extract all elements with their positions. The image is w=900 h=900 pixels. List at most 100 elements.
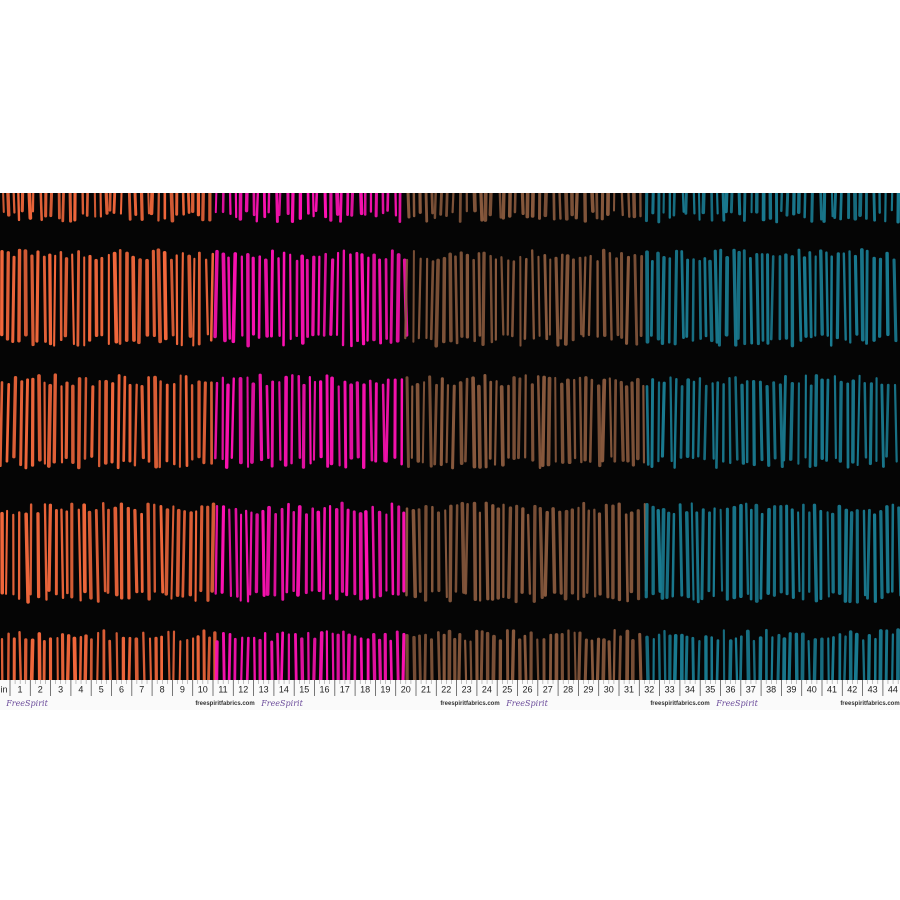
stroke bbox=[275, 193, 279, 223]
stroke bbox=[157, 193, 160, 222]
stroke bbox=[600, 193, 605, 221]
stroke bbox=[278, 381, 282, 461]
stroke bbox=[30, 254, 35, 347]
stroke bbox=[147, 193, 150, 215]
ruler-number: 43 bbox=[868, 684, 878, 694]
stroke bbox=[359, 637, 364, 680]
logo: FreeSpirit bbox=[505, 699, 548, 708]
stroke bbox=[374, 382, 378, 463]
stroke bbox=[752, 639, 756, 680]
stroke bbox=[0, 381, 4, 467]
stroke bbox=[77, 377, 82, 470]
website-label: freespiritfabrics.com bbox=[440, 701, 499, 707]
stroke bbox=[713, 249, 719, 344]
stroke bbox=[578, 256, 583, 336]
stroke bbox=[153, 503, 157, 593]
stroke bbox=[76, 250, 81, 347]
stroke bbox=[307, 631, 310, 680]
stroke bbox=[868, 382, 873, 466]
stroke bbox=[325, 374, 330, 468]
stroke bbox=[701, 193, 706, 215]
ruler-number: 13 bbox=[259, 684, 269, 694]
stroke bbox=[425, 257, 429, 340]
ruler-number: 23 bbox=[462, 684, 472, 694]
stroke bbox=[81, 193, 85, 215]
ruler-unit: in bbox=[0, 684, 7, 694]
ruler-number: 24 bbox=[482, 684, 492, 694]
stroke bbox=[108, 639, 112, 680]
stroke bbox=[265, 384, 270, 460]
stroke bbox=[523, 634, 528, 680]
stroke bbox=[537, 255, 541, 337]
stroke bbox=[418, 634, 422, 680]
stroke bbox=[472, 258, 476, 343]
stroke bbox=[65, 510, 69, 595]
stroke bbox=[364, 510, 369, 600]
stroke bbox=[149, 193, 154, 216]
stroke bbox=[221, 193, 225, 214]
stroke bbox=[7, 632, 10, 680]
stroke bbox=[390, 502, 395, 596]
stroke bbox=[703, 257, 708, 338]
stroke bbox=[24, 512, 30, 604]
stroke bbox=[679, 385, 684, 459]
stroke-pattern bbox=[0, 193, 900, 680]
ruler-number: 22 bbox=[441, 684, 451, 694]
stroke bbox=[234, 507, 239, 598]
stroke bbox=[728, 639, 733, 680]
stroke bbox=[596, 384, 602, 468]
stroke bbox=[825, 378, 830, 462]
stroke bbox=[853, 254, 859, 336]
stroke bbox=[301, 383, 306, 469]
stroke bbox=[853, 632, 859, 680]
stroke bbox=[17, 248, 22, 343]
stroke bbox=[389, 639, 393, 680]
website-label: freespiritfabrics.com bbox=[195, 701, 254, 707]
stroke bbox=[639, 254, 644, 337]
stroke bbox=[808, 251, 813, 339]
stroke bbox=[201, 193, 205, 222]
stroke bbox=[624, 513, 629, 603]
stroke bbox=[377, 638, 382, 680]
stroke bbox=[752, 379, 756, 467]
stroke bbox=[154, 636, 158, 680]
stroke bbox=[558, 510, 563, 595]
ruler-number: 28 bbox=[563, 684, 573, 694]
stroke bbox=[27, 193, 33, 220]
stroke bbox=[831, 636, 835, 680]
stroke bbox=[685, 258, 690, 338]
ruler-number: 33 bbox=[665, 684, 675, 694]
stroke bbox=[590, 639, 595, 680]
stroke bbox=[606, 193, 610, 216]
stroke bbox=[186, 193, 191, 214]
ruler-number: 39 bbox=[786, 684, 796, 694]
stroke bbox=[860, 248, 865, 342]
stroke bbox=[790, 508, 795, 599]
stroke bbox=[411, 508, 418, 599]
stroke bbox=[642, 384, 646, 464]
stroke bbox=[785, 193, 790, 217]
stroke bbox=[797, 248, 803, 342]
stroke bbox=[78, 635, 83, 680]
stroke bbox=[312, 193, 315, 218]
stroke bbox=[551, 507, 557, 594]
stroke bbox=[404, 258, 409, 340]
stroke bbox=[374, 193, 378, 218]
stroke bbox=[794, 632, 799, 680]
stroke bbox=[345, 508, 350, 597]
stroke bbox=[540, 375, 546, 468]
stroke bbox=[0, 637, 4, 680]
stroke bbox=[181, 510, 186, 598]
stroke bbox=[728, 376, 732, 465]
stroke bbox=[776, 633, 781, 680]
stroke bbox=[460, 501, 466, 594]
stroke bbox=[169, 258, 175, 337]
stroke bbox=[310, 507, 314, 592]
stroke bbox=[270, 380, 275, 468]
stroke bbox=[194, 510, 198, 602]
stroke bbox=[493, 380, 498, 466]
stroke bbox=[822, 193, 827, 223]
stroke bbox=[546, 376, 552, 467]
stroke bbox=[29, 638, 35, 680]
